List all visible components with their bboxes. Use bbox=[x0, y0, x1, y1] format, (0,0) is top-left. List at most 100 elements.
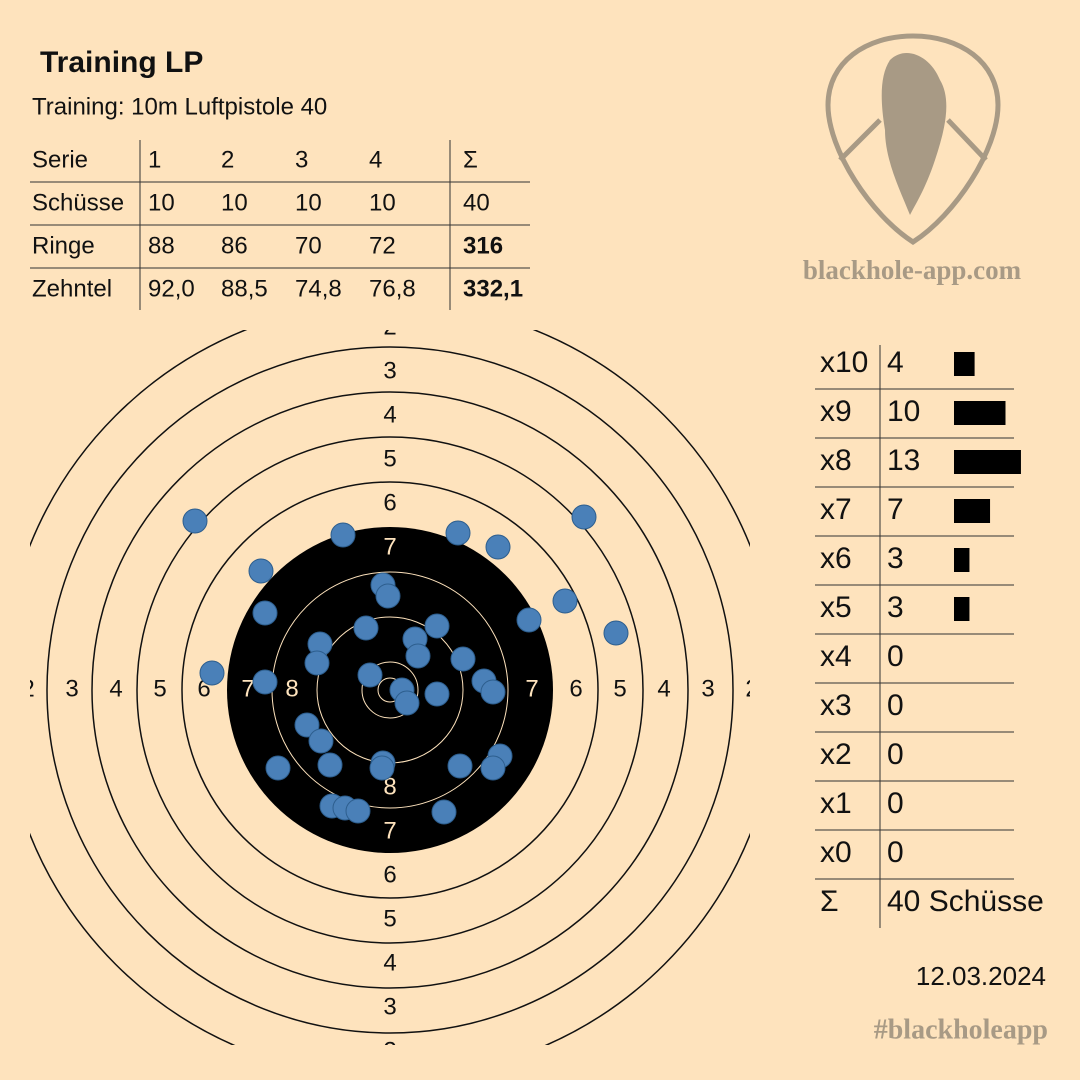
dist-bar bbox=[954, 548, 970, 572]
ring-label: 5 bbox=[613, 675, 626, 702]
shot bbox=[516, 607, 542, 633]
logo-outline bbox=[825, 33, 1001, 245]
shot bbox=[603, 620, 629, 646]
dist-label: x5 bbox=[820, 591, 852, 624]
dist-label: x8 bbox=[820, 444, 852, 477]
dist-bar bbox=[954, 499, 991, 523]
table-cell: 88,5 bbox=[221, 275, 268, 302]
dist-label: x6 bbox=[820, 542, 852, 575]
ring-label: 4 bbox=[109, 675, 122, 702]
shot bbox=[431, 799, 457, 825]
ring-label: 2 bbox=[383, 1037, 396, 1064]
ring bbox=[91, 391, 689, 989]
dist-count: 0 bbox=[887, 640, 904, 673]
ring-label: 7 bbox=[241, 675, 254, 702]
ring-label: 6 bbox=[569, 675, 582, 702]
ring-label: 8 bbox=[285, 675, 298, 702]
dist-count: 3 bbox=[887, 542, 904, 575]
subtitle: Training: 10m Luftpistole 40 bbox=[32, 93, 327, 120]
dist-label: x0 bbox=[820, 836, 852, 869]
shot bbox=[369, 755, 395, 781]
shot bbox=[480, 755, 506, 781]
dist-count: 13 bbox=[887, 444, 920, 477]
table-cell: Schüsse bbox=[32, 189, 124, 216]
score-table: Serie 1 2 3 4 Σ Schüsse 10 10 10 10 40 Ringe 88 86 70 72… bbox=[30, 140, 530, 310]
dist-bar bbox=[954, 352, 975, 376]
table-cell: 86 bbox=[221, 232, 248, 259]
ring-label: 3 bbox=[383, 993, 396, 1020]
table-cell: 74,8 bbox=[295, 275, 342, 302]
ring-label: 3 bbox=[383, 357, 396, 384]
ring bbox=[46, 346, 734, 1034]
table-cell: 332,1 bbox=[463, 275, 523, 302]
ring-label: 4 bbox=[383, 401, 396, 428]
logo-wings bbox=[838, 118, 988, 162]
ring-label: 7 bbox=[525, 675, 538, 702]
shot bbox=[317, 752, 343, 778]
table-header: 4 bbox=[369, 146, 382, 173]
table-cell: 72 bbox=[369, 232, 396, 259]
table-cell: 40 bbox=[463, 189, 490, 216]
dist-total: 40 Schüsse bbox=[887, 885, 1044, 918]
dist-label: x7 bbox=[820, 493, 852, 526]
dist-label: x3 bbox=[820, 689, 852, 722]
dist-label: x10 bbox=[820, 346, 868, 379]
shot bbox=[424, 681, 450, 707]
dist-bar bbox=[954, 401, 1006, 425]
dist-bar bbox=[954, 450, 1021, 474]
ring-label: 4 bbox=[657, 675, 670, 702]
website: blackhole-app.com bbox=[803, 255, 1022, 285]
ring-label: 6 bbox=[383, 489, 396, 516]
table-header: 3 bbox=[295, 146, 308, 173]
table-header: 1 bbox=[148, 146, 161, 173]
ring bbox=[361, 661, 419, 719]
table-cell: Ringe bbox=[32, 232, 95, 259]
table-header: Serie bbox=[32, 146, 88, 173]
dist-bar bbox=[954, 597, 970, 621]
ring-label: 6 bbox=[383, 861, 396, 888]
table-cell: 88 bbox=[148, 232, 175, 259]
shot bbox=[485, 534, 511, 560]
dist-count: 0 bbox=[887, 787, 904, 820]
shot bbox=[447, 753, 473, 779]
shot bbox=[424, 613, 450, 639]
table-cell: 70 bbox=[295, 232, 322, 259]
logo bbox=[825, 33, 1001, 245]
shot bbox=[445, 520, 471, 546]
ring bbox=[181, 481, 599, 899]
shot bbox=[394, 690, 420, 716]
date: 12.03.2024 bbox=[916, 961, 1046, 991]
shot bbox=[357, 662, 383, 688]
shot bbox=[405, 643, 431, 669]
shot bbox=[252, 669, 278, 695]
shot bbox=[330, 522, 356, 548]
shot bbox=[375, 583, 401, 609]
table-header: Σ bbox=[463, 146, 478, 173]
table-cell: 76,8 bbox=[369, 275, 416, 302]
dist-count: 10 bbox=[887, 395, 920, 428]
ring-label: 3 bbox=[65, 675, 78, 702]
dist-count: 3 bbox=[887, 591, 904, 624]
table-cell: 10 bbox=[221, 189, 248, 216]
dist-count: 0 bbox=[887, 738, 904, 771]
table-cell: 92,0 bbox=[148, 275, 195, 302]
table-header: 2 bbox=[221, 146, 234, 173]
dist-count: 7 bbox=[887, 493, 904, 526]
shot bbox=[552, 588, 578, 614]
ring-label: 7 bbox=[383, 533, 396, 560]
shot bbox=[294, 712, 320, 738]
dist-count: 0 bbox=[887, 836, 904, 869]
shot bbox=[199, 660, 225, 686]
table-cell: 10 bbox=[148, 189, 175, 216]
ring-label: 5 bbox=[383, 905, 396, 932]
shot bbox=[265, 755, 291, 781]
dist-label: x9 bbox=[820, 395, 852, 428]
ring-label: 2 bbox=[745, 675, 758, 702]
dist-count: 4 bbox=[887, 346, 904, 379]
shot bbox=[345, 798, 371, 824]
table-cell: 10 bbox=[295, 189, 322, 216]
ring-label: 5 bbox=[383, 445, 396, 472]
ring-label: 4 bbox=[383, 949, 396, 976]
logo-rooster bbox=[881, 52, 947, 215]
